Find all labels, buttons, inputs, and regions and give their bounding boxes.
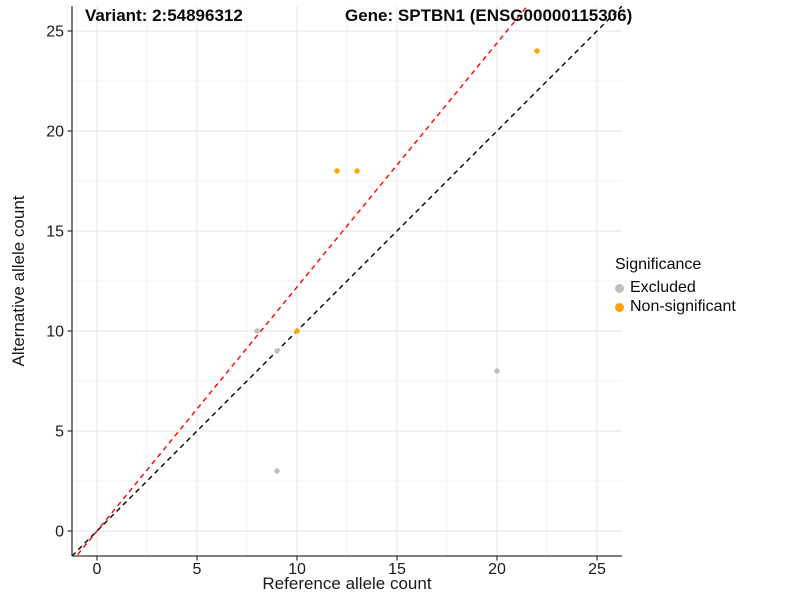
y-tick-label: 25 — [46, 24, 64, 41]
data-point-excluded — [274, 348, 280, 354]
x-axis-title: Reference allele count — [262, 574, 432, 593]
variant-title: Variant: 2:54896312 — [85, 6, 243, 25]
y-axis-title: Alternative allele count — [9, 195, 28, 367]
y-tick-label: 15 — [46, 224, 64, 241]
legend-item-label: Excluded — [630, 279, 696, 296]
x-tick-label: 10 — [288, 561, 306, 578]
x-tick-label: 5 — [193, 561, 202, 578]
legend-item-label: Non-significant — [630, 298, 736, 315]
x-tick-label: 15 — [388, 561, 406, 578]
legend: Significance Excluded Non-significant — [615, 256, 736, 317]
data-point-excluded — [274, 468, 280, 474]
data-point-non-significant — [354, 168, 360, 174]
y-tick-label: 10 — [46, 324, 64, 341]
non-significant-dot-icon — [615, 302, 624, 312]
data-point-non-significant — [534, 48, 540, 54]
x-tick-label: 20 — [488, 561, 506, 578]
identity-line — [72, 6, 622, 556]
legend-item-non-significant: Non-significant — [615, 298, 736, 316]
y-tick-label: 5 — [55, 424, 64, 441]
allelic-ratio-line — [75, 6, 529, 556]
y-tick-label: 0 — [55, 524, 64, 541]
excluded-dot-icon — [615, 283, 624, 293]
data-point-excluded — [254, 328, 260, 334]
data-point-excluded — [494, 368, 500, 374]
x-tick-label: 25 — [588, 561, 606, 578]
legend-title: Significance — [615, 256, 702, 273]
legend-item-excluded: Excluded — [615, 279, 736, 297]
data-point-non-significant — [334, 168, 340, 174]
data-point-non-significant — [294, 328, 300, 334]
gene-title: Gene: SPTBN1 (ENSG00000115306) — [345, 6, 633, 25]
y-tick-label: 20 — [46, 124, 64, 141]
x-tick-label: 0 — [93, 561, 102, 578]
